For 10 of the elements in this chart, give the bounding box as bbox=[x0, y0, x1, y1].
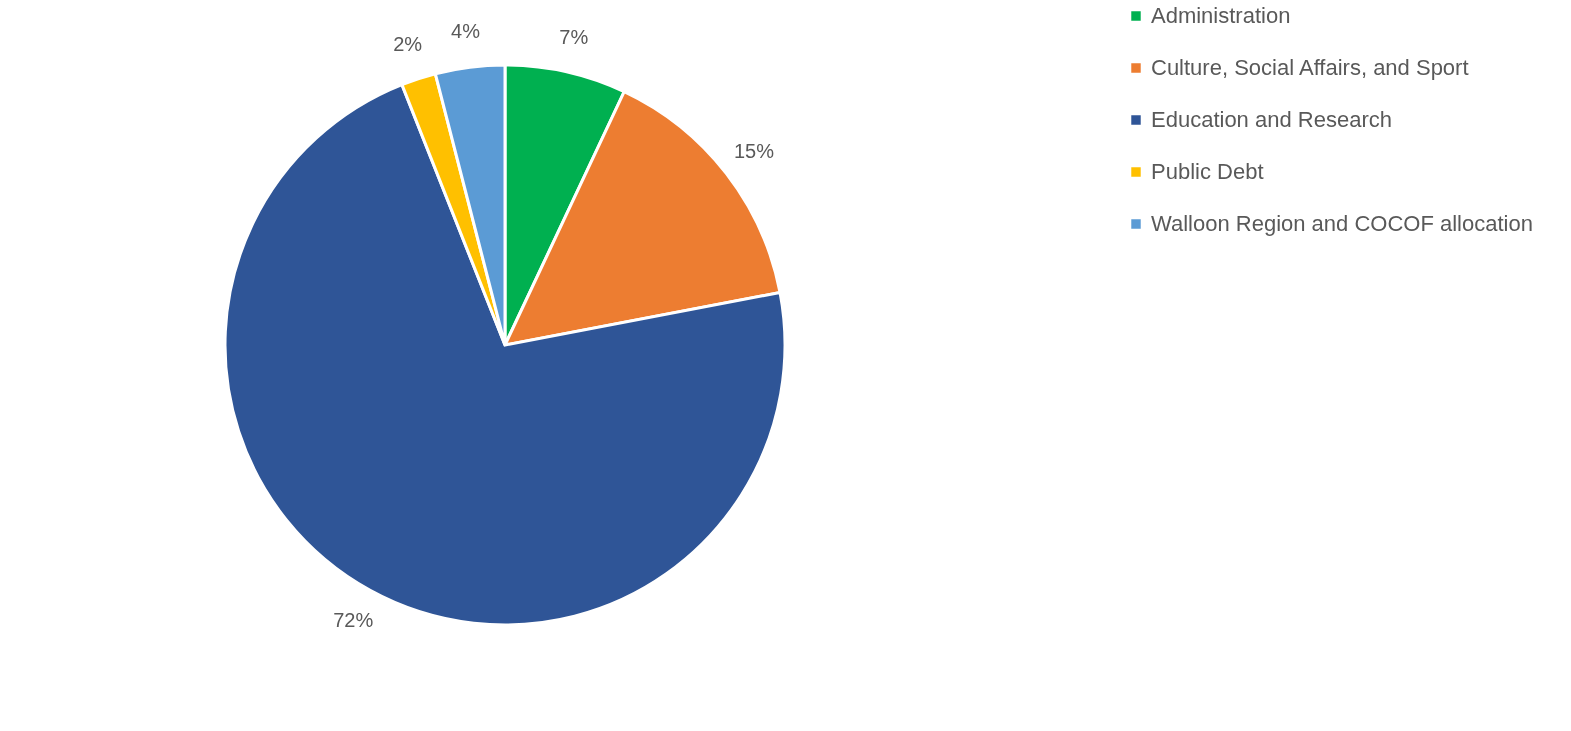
legend-label: Culture, Social Affairs, and Sport bbox=[1151, 55, 1469, 80]
data-label: 15% bbox=[733, 139, 775, 162]
legend-label: Public Debt bbox=[1151, 159, 1264, 184]
data-label: 72% bbox=[333, 609, 374, 632]
data-label: 7% bbox=[559, 25, 589, 48]
data-label: 4% bbox=[451, 20, 481, 43]
legend-label: Administration bbox=[1151, 3, 1291, 28]
legend-label: Education and Research bbox=[1151, 107, 1392, 132]
data-label: 2% bbox=[393, 33, 423, 56]
legend-label: Walloon Region and COCOF allocation bbox=[1151, 211, 1533, 236]
